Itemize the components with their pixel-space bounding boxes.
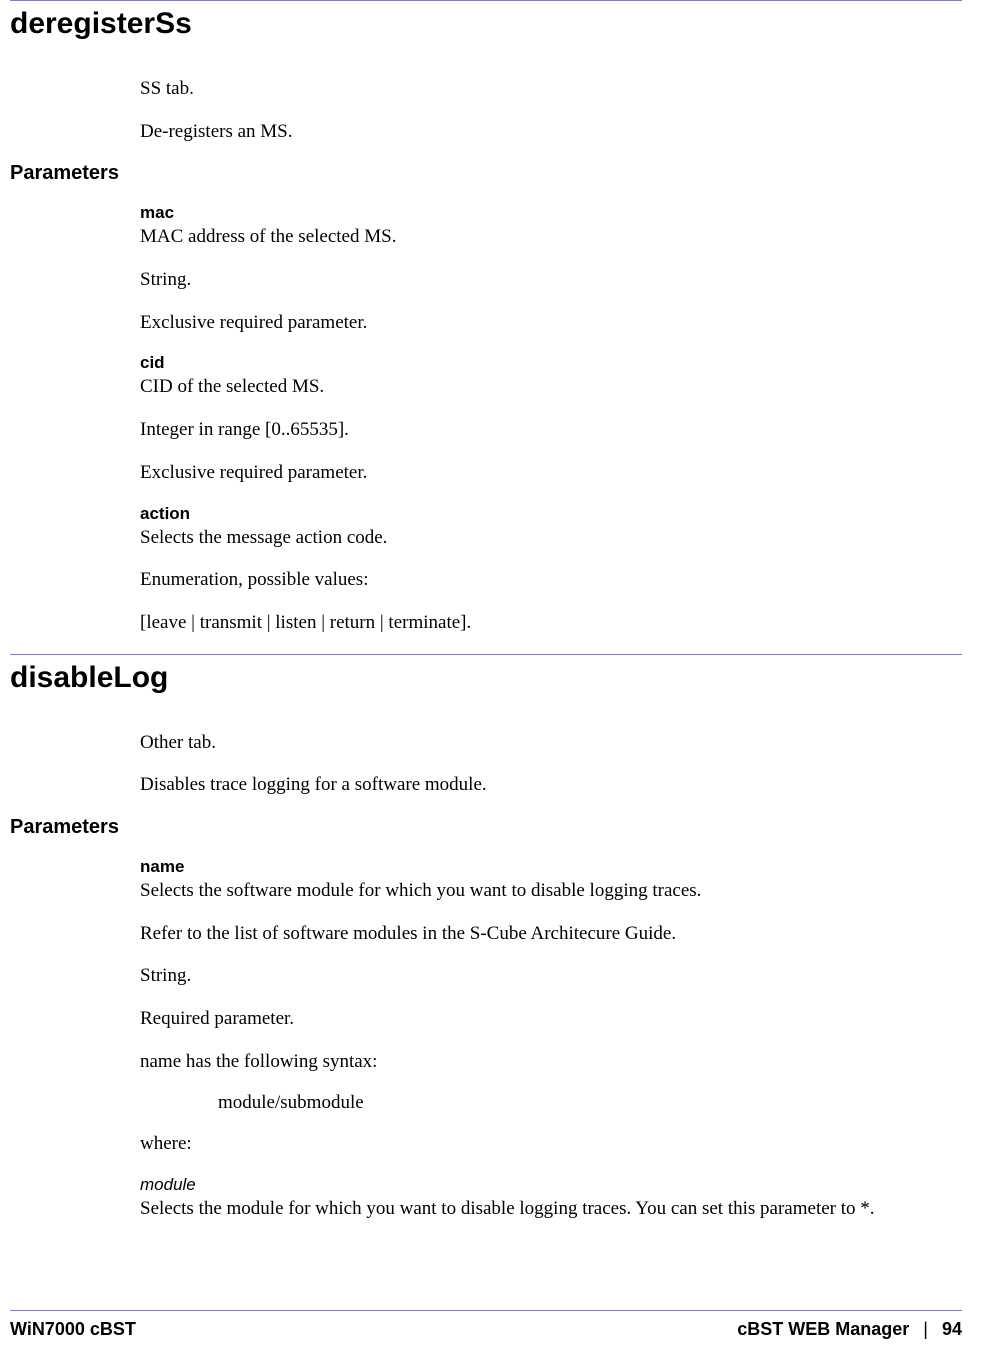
footer-page-number: 94 <box>942 1319 962 1340</box>
param-desc: name has the following syntax: <box>140 1050 962 1075</box>
param-desc: Selects the message action code. <box>140 526 962 551</box>
param-desc: Enumeration, possible values: <box>140 568 962 593</box>
param-name-action: action <box>140 504 962 524</box>
section-rule <box>10 0 962 1</box>
section-title-deregisterss: deregisterSs <box>10 7 962 41</box>
page-footer: WiN7000 cBST cBST WEB Manager | 94 <box>10 1310 962 1340</box>
param-desc: Integer in range [0..65535]. <box>140 418 962 443</box>
param-desc: Selects the module for which you want to… <box>140 1197 962 1222</box>
param-desc: String. <box>140 964 962 989</box>
param-name-cid: cid <box>140 353 962 373</box>
param-desc: Refer to the list of software modules in… <box>140 922 962 947</box>
footer-left: WiN7000 cBST <box>10 1319 136 1340</box>
param-name-mac: mac <box>140 203 962 223</box>
footer-separator: | <box>923 1319 928 1340</box>
intro-text: SS tab. <box>140 77 962 102</box>
intro-text: De-registers an MS. <box>140 120 962 145</box>
parameters-heading: Parameters <box>10 816 962 839</box>
param-name-module: module <box>140 1175 962 1195</box>
intro-text: Disables trace logging for a software mo… <box>140 773 962 798</box>
param-desc: [leave | transmit | listen | return | te… <box>140 611 962 636</box>
param-desc: Exclusive required parameter. <box>140 461 962 486</box>
footer-right-label: cBST WEB Manager <box>737 1319 909 1340</box>
param-desc: Selects the software module for which yo… <box>140 879 962 904</box>
param-desc: String. <box>140 268 962 293</box>
param-name-name: name <box>140 857 962 877</box>
section-title-disablelog: disableLog <box>10 661 962 695</box>
syntax-text: module/submodule <box>218 1092 962 1114</box>
intro-text: Other tab. <box>140 731 962 756</box>
parameters-heading: Parameters <box>10 162 962 185</box>
where-label: where: <box>140 1132 962 1157</box>
section-rule <box>10 654 962 655</box>
param-desc: MAC address of the selected MS. <box>140 225 962 250</box>
param-desc: Exclusive required parameter. <box>140 311 962 336</box>
param-desc: CID of the selected MS. <box>140 375 962 400</box>
param-desc: Required parameter. <box>140 1007 962 1032</box>
footer-rule <box>10 1310 962 1311</box>
